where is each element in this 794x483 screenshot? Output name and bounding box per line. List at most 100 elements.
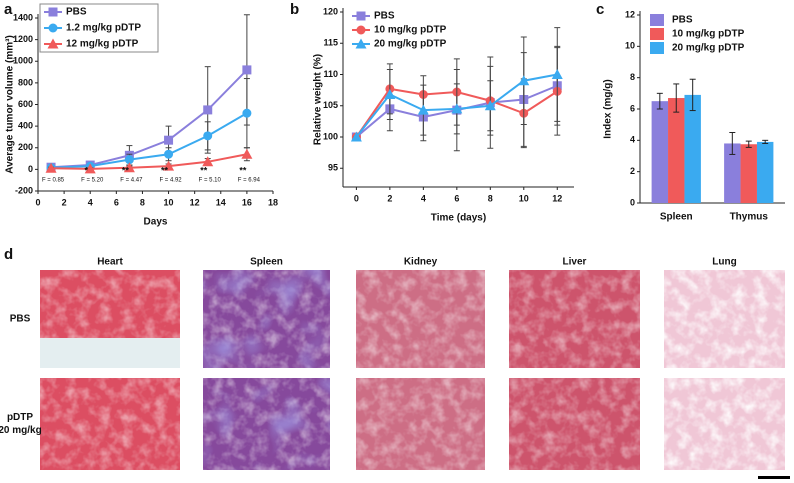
row-label: pDTP [7, 412, 33, 423]
x-axis-title: Time (days) [431, 213, 486, 224]
column-title: Heart [97, 257, 123, 268]
tissue-texture [356, 378, 485, 470]
column-title: Spleen [250, 257, 283, 268]
annotation: F = 5.10 [199, 178, 222, 184]
series-line [51, 153, 248, 170]
marker [123, 162, 135, 173]
column-title: Kidney [404, 257, 438, 268]
legend-marker [48, 7, 58, 17]
marker [417, 104, 429, 115]
x-tick-label: 4 [421, 193, 426, 203]
legend-marker [356, 25, 366, 35]
x-tick-label: 12 [552, 193, 562, 203]
x-tick-label: 10 [164, 197, 174, 207]
legend-label: 20 mg/kg pDTP [672, 43, 745, 54]
annotation: F = 6.94 [238, 178, 261, 184]
x-tick-label: 12 [190, 197, 200, 207]
y-tick-label: 4 [630, 135, 635, 145]
marker [484, 100, 496, 111]
tissue-image [664, 270, 785, 368]
marker [203, 105, 213, 115]
marker [551, 69, 563, 79]
marker [124, 155, 134, 165]
bar [724, 143, 741, 203]
tissue-image [203, 378, 330, 470]
legend-label: 20 mg/kg pDTP [374, 39, 447, 50]
tissue-image [664, 378, 785, 470]
y-tick-label: 12 [625, 9, 635, 19]
bar [684, 94, 701, 203]
legend-label: PBS [374, 11, 395, 22]
panel-label: a [4, 1, 13, 18]
y-tick-label: 0 [630, 197, 635, 207]
y-tick-label: 1000 [13, 56, 33, 66]
tissue-texture [509, 378, 640, 470]
tissue-image [509, 270, 640, 368]
legend-marker [48, 23, 58, 33]
marker [242, 108, 252, 118]
slide-background [40, 338, 180, 368]
series-line [51, 69, 248, 169]
y-tick-label: 95 [328, 163, 338, 173]
x-tick-label: 0 [354, 193, 359, 203]
bar [651, 101, 669, 203]
y-tick-label: 120 [323, 6, 338, 16]
marker [350, 131, 362, 142]
x-tick-label: 6 [114, 197, 119, 207]
legend-label: PBS [672, 15, 693, 26]
y-tick-label: 600 [18, 99, 33, 109]
annotation: F = 4.47 [120, 178, 143, 184]
series-line [51, 112, 248, 169]
y-tick-label: 400 [18, 121, 33, 131]
legend-marker [47, 38, 59, 49]
tissue-texture [203, 270, 330, 368]
tissue-texture [40, 378, 180, 470]
legend-marker [355, 38, 367, 49]
marker [241, 148, 253, 159]
column-title: Lung [712, 257, 736, 268]
y-tick-label: 0 [28, 164, 33, 174]
legend-swatch [650, 28, 664, 40]
marker [451, 103, 463, 114]
column-title: Liver [563, 257, 587, 268]
y-tick-label: 8 [630, 72, 635, 82]
y-tick-label: 6 [630, 103, 635, 113]
y-tick-label: 200 [18, 142, 33, 152]
y-tick-label: 10 [625, 41, 635, 51]
significance: * [84, 165, 88, 175]
y-tick-label: 110 [323, 69, 338, 79]
x-tick-label: 2 [62, 197, 67, 207]
x-tick-label: 10 [519, 193, 529, 203]
y-tick-label: 105 [323, 100, 338, 110]
bar [740, 144, 757, 203]
marker [84, 163, 96, 174]
significance: ** [239, 165, 247, 175]
tissue-image [509, 378, 640, 470]
marker [203, 131, 213, 141]
annotation: F = 0.85 [42, 178, 65, 184]
y-tick-label: 100 [323, 131, 338, 141]
y-tick-label: 1200 [13, 34, 33, 44]
x-axis-title: Days [144, 217, 168, 228]
y-tick-label: -200 [15, 185, 33, 195]
significance: ** [122, 165, 130, 175]
panel-label: d [4, 246, 13, 263]
x-tick-label: 6 [454, 193, 459, 203]
row-label: PBS [10, 314, 31, 325]
annotation: F = 4.92 [159, 178, 182, 184]
legend-frame [39, 3, 159, 53]
row-label: 20 mg/kg [0, 425, 42, 436]
legend-swatch [650, 42, 664, 54]
y-axis-title: Relative weight (%) [313, 54, 324, 145]
x-tick-label: 2 [387, 193, 392, 203]
bar [756, 141, 774, 203]
legend-label: PBS [66, 7, 87, 18]
y-tick-label: 800 [18, 77, 33, 87]
marker [164, 149, 174, 159]
tissue-texture [356, 270, 485, 368]
panel-label: b [290, 1, 299, 18]
x-tick-label: 16 [242, 197, 252, 207]
x-tick-label: Thymus [730, 212, 769, 223]
x-tick-label: 8 [140, 197, 145, 207]
